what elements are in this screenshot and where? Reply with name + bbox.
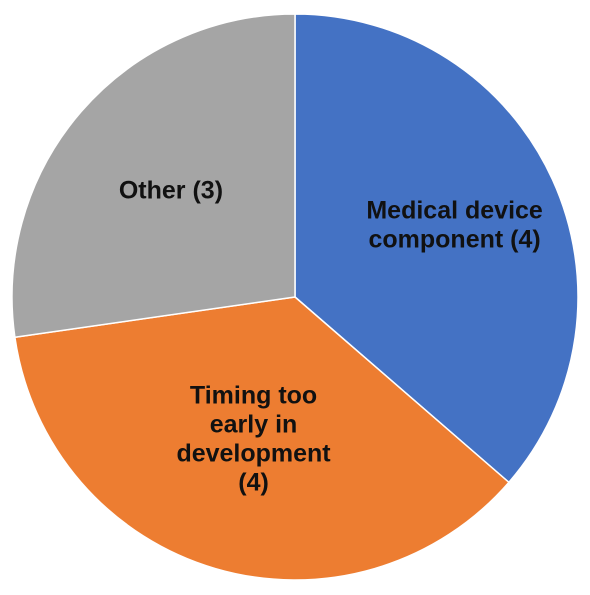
pie-slice-3 [11,13,296,339]
pie-slice-label-line: early in [210,411,298,439]
pie-slice-label-3: Other (3) [119,177,223,205]
pie-labels: Medical device component (4) Timing too ear… [119,177,543,497]
pie-slice-label-line: (4) [238,469,269,497]
pie-slice-2 [14,296,510,581]
pie-slices [11,13,579,581]
pie-slice-1 [294,13,579,484]
pie-slice-label-line: Other (3) [119,177,223,205]
pie-slice-label-2: Timing too early in development (4) [176,382,331,497]
pie-slice-label-line: Timing too [190,382,317,410]
pie-slice-label-1: Medical device component (4) [366,197,543,254]
pie-slice-label-line: Medical device [366,197,543,225]
pie-slice-label-line: development [176,440,331,468]
pie-slice-label-line: component (4) [368,226,540,254]
